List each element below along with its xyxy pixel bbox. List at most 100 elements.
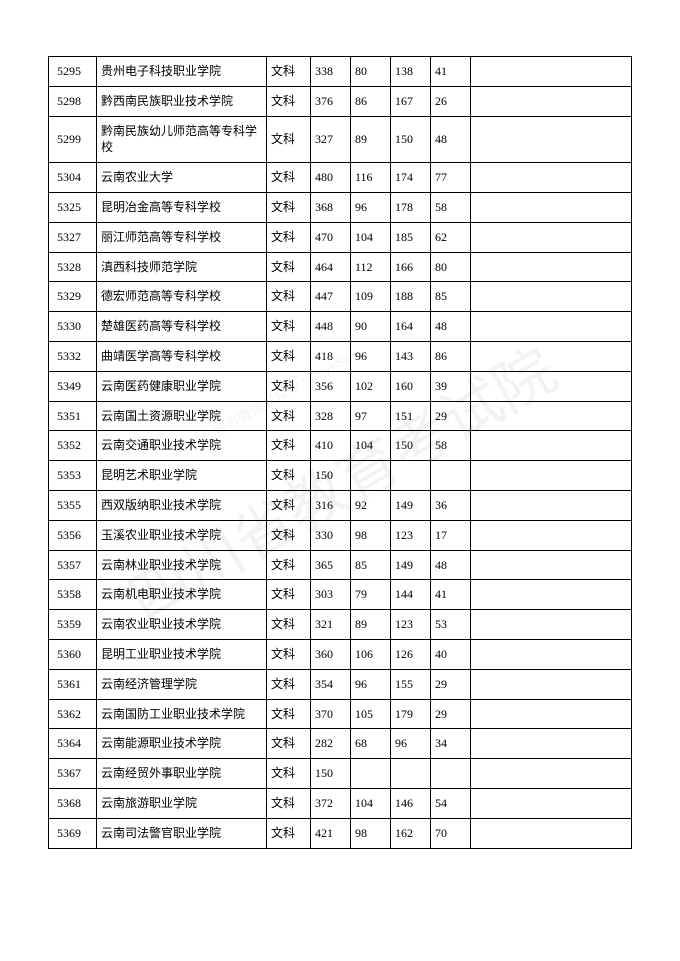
cell-n2: 96 (351, 669, 391, 699)
cell-n1: 330 (311, 520, 351, 550)
cell-code: 5359 (49, 610, 97, 640)
cell-n3: 166 (391, 252, 431, 282)
cell-n1: 328 (311, 401, 351, 431)
page-container: 5295贵州电子科技职业学院文科33880138415298黔西南民族职业技术学… (0, 0, 680, 889)
cell-cat: 文科 (267, 520, 311, 550)
cell-n3: 151 (391, 401, 431, 431)
cell-cat: 文科 (267, 431, 311, 461)
cell-blank (471, 639, 632, 669)
cell-n2: 109 (351, 282, 391, 312)
cell-name: 西双版纳职业技术学院 (97, 490, 267, 520)
table-row: 5304云南农业大学文科48011617477 (49, 163, 632, 193)
cell-n2: 98 (351, 520, 391, 550)
cell-code: 5361 (49, 669, 97, 699)
cell-cat: 文科 (267, 699, 311, 729)
table-row: 5368云南旅游职业学院文科37210414654 (49, 788, 632, 818)
cell-n4: 48 (431, 312, 471, 342)
cell-cat: 文科 (267, 86, 311, 116)
cell-blank (471, 610, 632, 640)
cell-n1: 356 (311, 371, 351, 401)
table-row: 5357云南林业职业技术学院文科3658514948 (49, 550, 632, 580)
cell-n3 (391, 461, 431, 491)
cell-n1: 303 (311, 580, 351, 610)
cell-n2: 96 (351, 192, 391, 222)
cell-n1: 372 (311, 788, 351, 818)
cell-n4: 40 (431, 639, 471, 669)
cell-n2: 96 (351, 341, 391, 371)
cell-code: 5332 (49, 341, 97, 371)
cell-n3: 188 (391, 282, 431, 312)
cell-code: 5298 (49, 86, 97, 116)
cell-cat: 文科 (267, 252, 311, 282)
score-table: 5295贵州电子科技职业学院文科33880138415298黔西南民族职业技术学… (48, 56, 632, 849)
cell-n3: 179 (391, 699, 431, 729)
cell-n2: 105 (351, 699, 391, 729)
cell-n1: 368 (311, 192, 351, 222)
table-row: 5358云南机电职业技术学院文科3037914441 (49, 580, 632, 610)
cell-n3: 178 (391, 192, 431, 222)
table-row: 5355西双版纳职业技术学院文科3169214936 (49, 490, 632, 520)
cell-name: 云南经济管理学院 (97, 669, 267, 699)
cell-n4: 86 (431, 341, 471, 371)
cell-n3: 164 (391, 312, 431, 342)
cell-cat: 文科 (267, 818, 311, 848)
cell-n4: 70 (431, 818, 471, 848)
cell-n3: 162 (391, 818, 431, 848)
cell-blank (471, 116, 632, 163)
cell-blank (471, 580, 632, 610)
cell-n4: 85 (431, 282, 471, 312)
cell-n1: 360 (311, 639, 351, 669)
cell-name: 贵州电子科技职业学院 (97, 57, 267, 87)
cell-code: 5353 (49, 461, 97, 491)
cell-n4: 26 (431, 86, 471, 116)
cell-n3: 96 (391, 729, 431, 759)
cell-code: 5330 (49, 312, 97, 342)
cell-blank (471, 163, 632, 193)
cell-name: 云南农业大学 (97, 163, 267, 193)
cell-name: 云南国土资源职业学院 (97, 401, 267, 431)
cell-code: 5369 (49, 818, 97, 848)
table-row: 5330楚雄医药高等专科学校文科4489016448 (49, 312, 632, 342)
cell-code: 5364 (49, 729, 97, 759)
cell-n4 (431, 759, 471, 789)
cell-code: 5349 (49, 371, 97, 401)
cell-n1: 448 (311, 312, 351, 342)
cell-n2: 116 (351, 163, 391, 193)
table-row: 5356玉溪农业职业技术学院文科3309812317 (49, 520, 632, 550)
table-row: 5325昆明冶金高等专科学校文科3689617858 (49, 192, 632, 222)
table-row: 5359云南农业职业技术学院文科3218912353 (49, 610, 632, 640)
cell-n4: 80 (431, 252, 471, 282)
cell-n1: 410 (311, 431, 351, 461)
cell-code: 5362 (49, 699, 97, 729)
cell-blank (471, 550, 632, 580)
table-row: 5367云南经贸外事职业学院文科150 (49, 759, 632, 789)
cell-n1: 150 (311, 461, 351, 491)
cell-n2 (351, 461, 391, 491)
cell-n1: 376 (311, 86, 351, 116)
cell-n2: 92 (351, 490, 391, 520)
cell-cat: 文科 (267, 759, 311, 789)
cell-n4: 48 (431, 116, 471, 163)
cell-n1: 338 (311, 57, 351, 87)
cell-blank (471, 490, 632, 520)
cell-n3: 160 (391, 371, 431, 401)
cell-name: 玉溪农业职业技术学院 (97, 520, 267, 550)
cell-cat: 文科 (267, 312, 311, 342)
cell-n4: 39 (431, 371, 471, 401)
cell-n2: 90 (351, 312, 391, 342)
cell-n2: 112 (351, 252, 391, 282)
cell-n3: 143 (391, 341, 431, 371)
cell-n4: 17 (431, 520, 471, 550)
cell-n1: 418 (311, 341, 351, 371)
cell-name: 黔南民族幼儿师范高等专科学校 (97, 116, 267, 163)
cell-n2: 68 (351, 729, 391, 759)
cell-blank (471, 282, 632, 312)
cell-cat: 文科 (267, 639, 311, 669)
cell-cat: 文科 (267, 550, 311, 580)
cell-n1: 464 (311, 252, 351, 282)
cell-cat: 文科 (267, 788, 311, 818)
cell-n3 (391, 759, 431, 789)
cell-name: 黔西南民族职业技术学院 (97, 86, 267, 116)
cell-code: 5358 (49, 580, 97, 610)
cell-blank (471, 520, 632, 550)
